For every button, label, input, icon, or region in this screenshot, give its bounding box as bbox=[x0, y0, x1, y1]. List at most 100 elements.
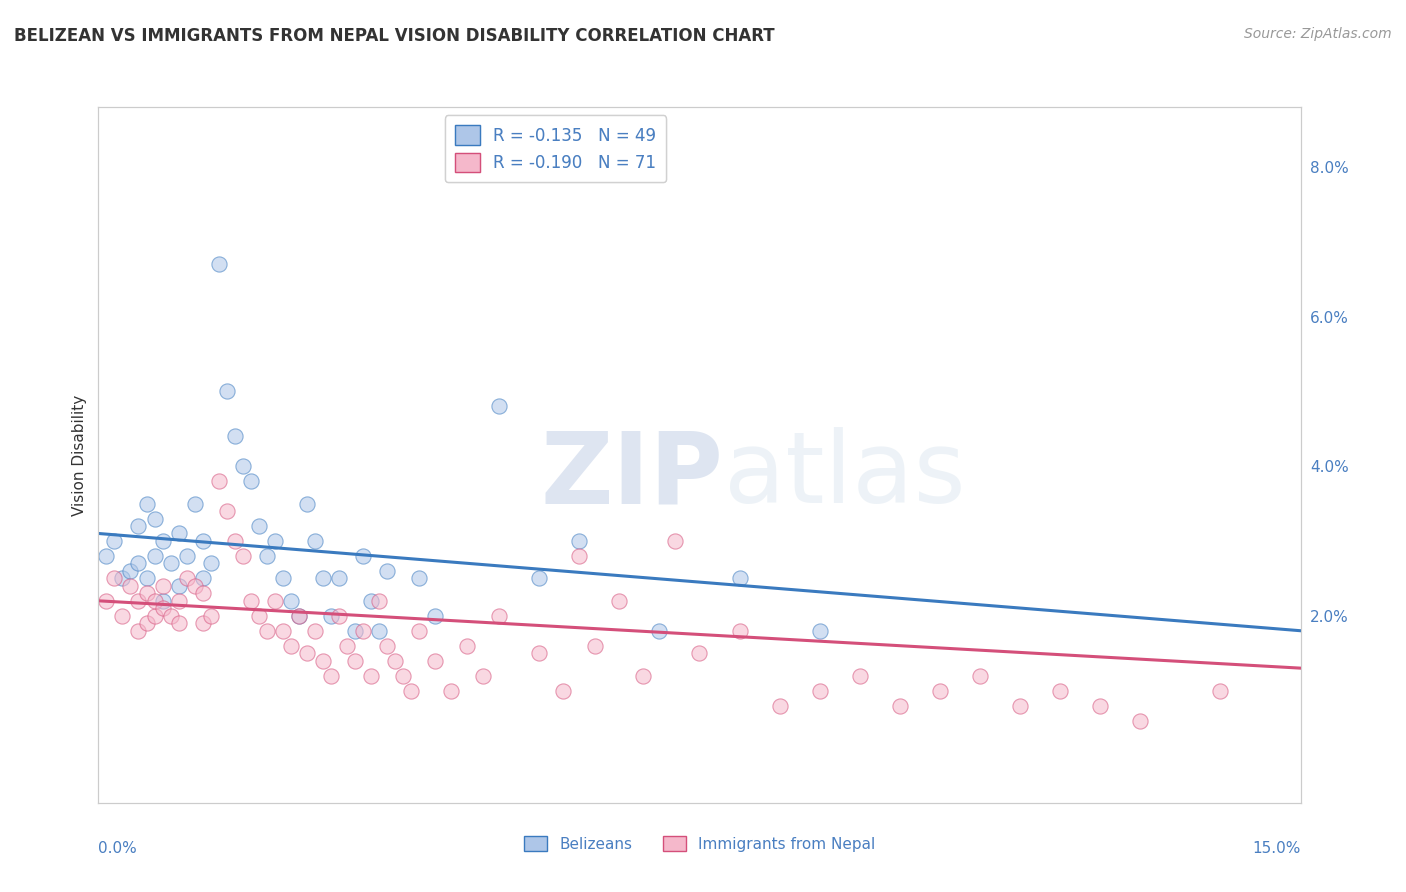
Point bbox=[191, 533, 214, 548]
Point bbox=[263, 594, 285, 608]
Point bbox=[728, 571, 751, 585]
Text: Source: ZipAtlas.com: Source: ZipAtlas.com bbox=[1244, 27, 1392, 41]
Point bbox=[368, 624, 391, 638]
Point bbox=[191, 616, 214, 631]
Point bbox=[200, 608, 222, 623]
Point bbox=[103, 571, 125, 585]
Point bbox=[375, 639, 398, 653]
Point bbox=[143, 511, 166, 525]
Point bbox=[664, 533, 686, 548]
Point bbox=[472, 668, 495, 682]
Point bbox=[167, 616, 190, 631]
Point bbox=[215, 504, 238, 518]
Point bbox=[969, 668, 991, 682]
Point bbox=[208, 257, 231, 271]
Text: 15.0%: 15.0% bbox=[1253, 841, 1301, 856]
Point bbox=[769, 698, 792, 713]
Text: BELIZEAN VS IMMIGRANTS FROM NEPAL VISION DISABILITY CORRELATION CHART: BELIZEAN VS IMMIGRANTS FROM NEPAL VISION… bbox=[14, 27, 775, 45]
Point bbox=[1010, 698, 1032, 713]
Point bbox=[343, 624, 366, 638]
Point bbox=[183, 579, 205, 593]
Point bbox=[183, 497, 205, 511]
Y-axis label: Vision Disability: Vision Disability bbox=[72, 394, 87, 516]
Point bbox=[128, 624, 150, 638]
Point bbox=[152, 579, 174, 593]
Point bbox=[648, 624, 671, 638]
Point bbox=[609, 594, 631, 608]
Text: 0.0%: 0.0% bbox=[98, 841, 138, 856]
Point bbox=[352, 549, 374, 563]
Point bbox=[208, 474, 231, 488]
Point bbox=[224, 533, 246, 548]
Point bbox=[128, 519, 150, 533]
Point bbox=[111, 571, 134, 585]
Point bbox=[456, 639, 478, 653]
Point bbox=[256, 549, 278, 563]
Point bbox=[319, 608, 342, 623]
Point bbox=[1129, 714, 1152, 728]
Point bbox=[304, 533, 326, 548]
Point bbox=[633, 668, 655, 682]
Point bbox=[352, 624, 374, 638]
Point bbox=[529, 646, 551, 660]
Point bbox=[239, 474, 262, 488]
Point bbox=[488, 399, 510, 413]
Point bbox=[280, 594, 302, 608]
Point bbox=[263, 533, 285, 548]
Point bbox=[96, 594, 118, 608]
Point bbox=[271, 624, 294, 638]
Point bbox=[1088, 698, 1111, 713]
Point bbox=[423, 608, 446, 623]
Point bbox=[304, 624, 326, 638]
Point bbox=[191, 571, 214, 585]
Point bbox=[232, 459, 254, 474]
Point bbox=[200, 557, 222, 571]
Point bbox=[360, 668, 382, 682]
Point bbox=[336, 639, 359, 653]
Point bbox=[135, 586, 157, 600]
Point bbox=[239, 594, 262, 608]
Point bbox=[128, 557, 150, 571]
Point bbox=[143, 549, 166, 563]
Point bbox=[319, 668, 342, 682]
Point bbox=[360, 594, 382, 608]
Point bbox=[215, 384, 238, 399]
Text: ZIP: ZIP bbox=[541, 427, 724, 524]
Point bbox=[143, 608, 166, 623]
Point bbox=[167, 579, 190, 593]
Point bbox=[135, 616, 157, 631]
Point bbox=[849, 668, 872, 682]
Point bbox=[167, 526, 190, 541]
Point bbox=[143, 594, 166, 608]
Point bbox=[488, 608, 510, 623]
Point bbox=[384, 654, 406, 668]
Point bbox=[176, 549, 198, 563]
Point bbox=[929, 683, 952, 698]
Point bbox=[120, 564, 142, 578]
Point bbox=[159, 557, 181, 571]
Point bbox=[167, 594, 190, 608]
Point bbox=[312, 654, 335, 668]
Point bbox=[120, 579, 142, 593]
Point bbox=[328, 608, 350, 623]
Text: atlas: atlas bbox=[724, 427, 965, 524]
Point bbox=[159, 608, 181, 623]
Legend: R = -0.135   N = 49, R = -0.190   N = 71: R = -0.135 N = 49, R = -0.190 N = 71 bbox=[444, 115, 666, 182]
Point bbox=[152, 594, 174, 608]
Point bbox=[256, 624, 278, 638]
Point bbox=[440, 683, 463, 698]
Point bbox=[808, 624, 831, 638]
Point bbox=[728, 624, 751, 638]
Point bbox=[568, 549, 591, 563]
Point bbox=[889, 698, 911, 713]
Point bbox=[232, 549, 254, 563]
Point bbox=[247, 608, 270, 623]
Point bbox=[288, 608, 311, 623]
Point bbox=[135, 497, 157, 511]
Point bbox=[295, 497, 318, 511]
Point bbox=[152, 533, 174, 548]
Point bbox=[176, 571, 198, 585]
Point bbox=[328, 571, 350, 585]
Point bbox=[583, 639, 606, 653]
Point bbox=[375, 564, 398, 578]
